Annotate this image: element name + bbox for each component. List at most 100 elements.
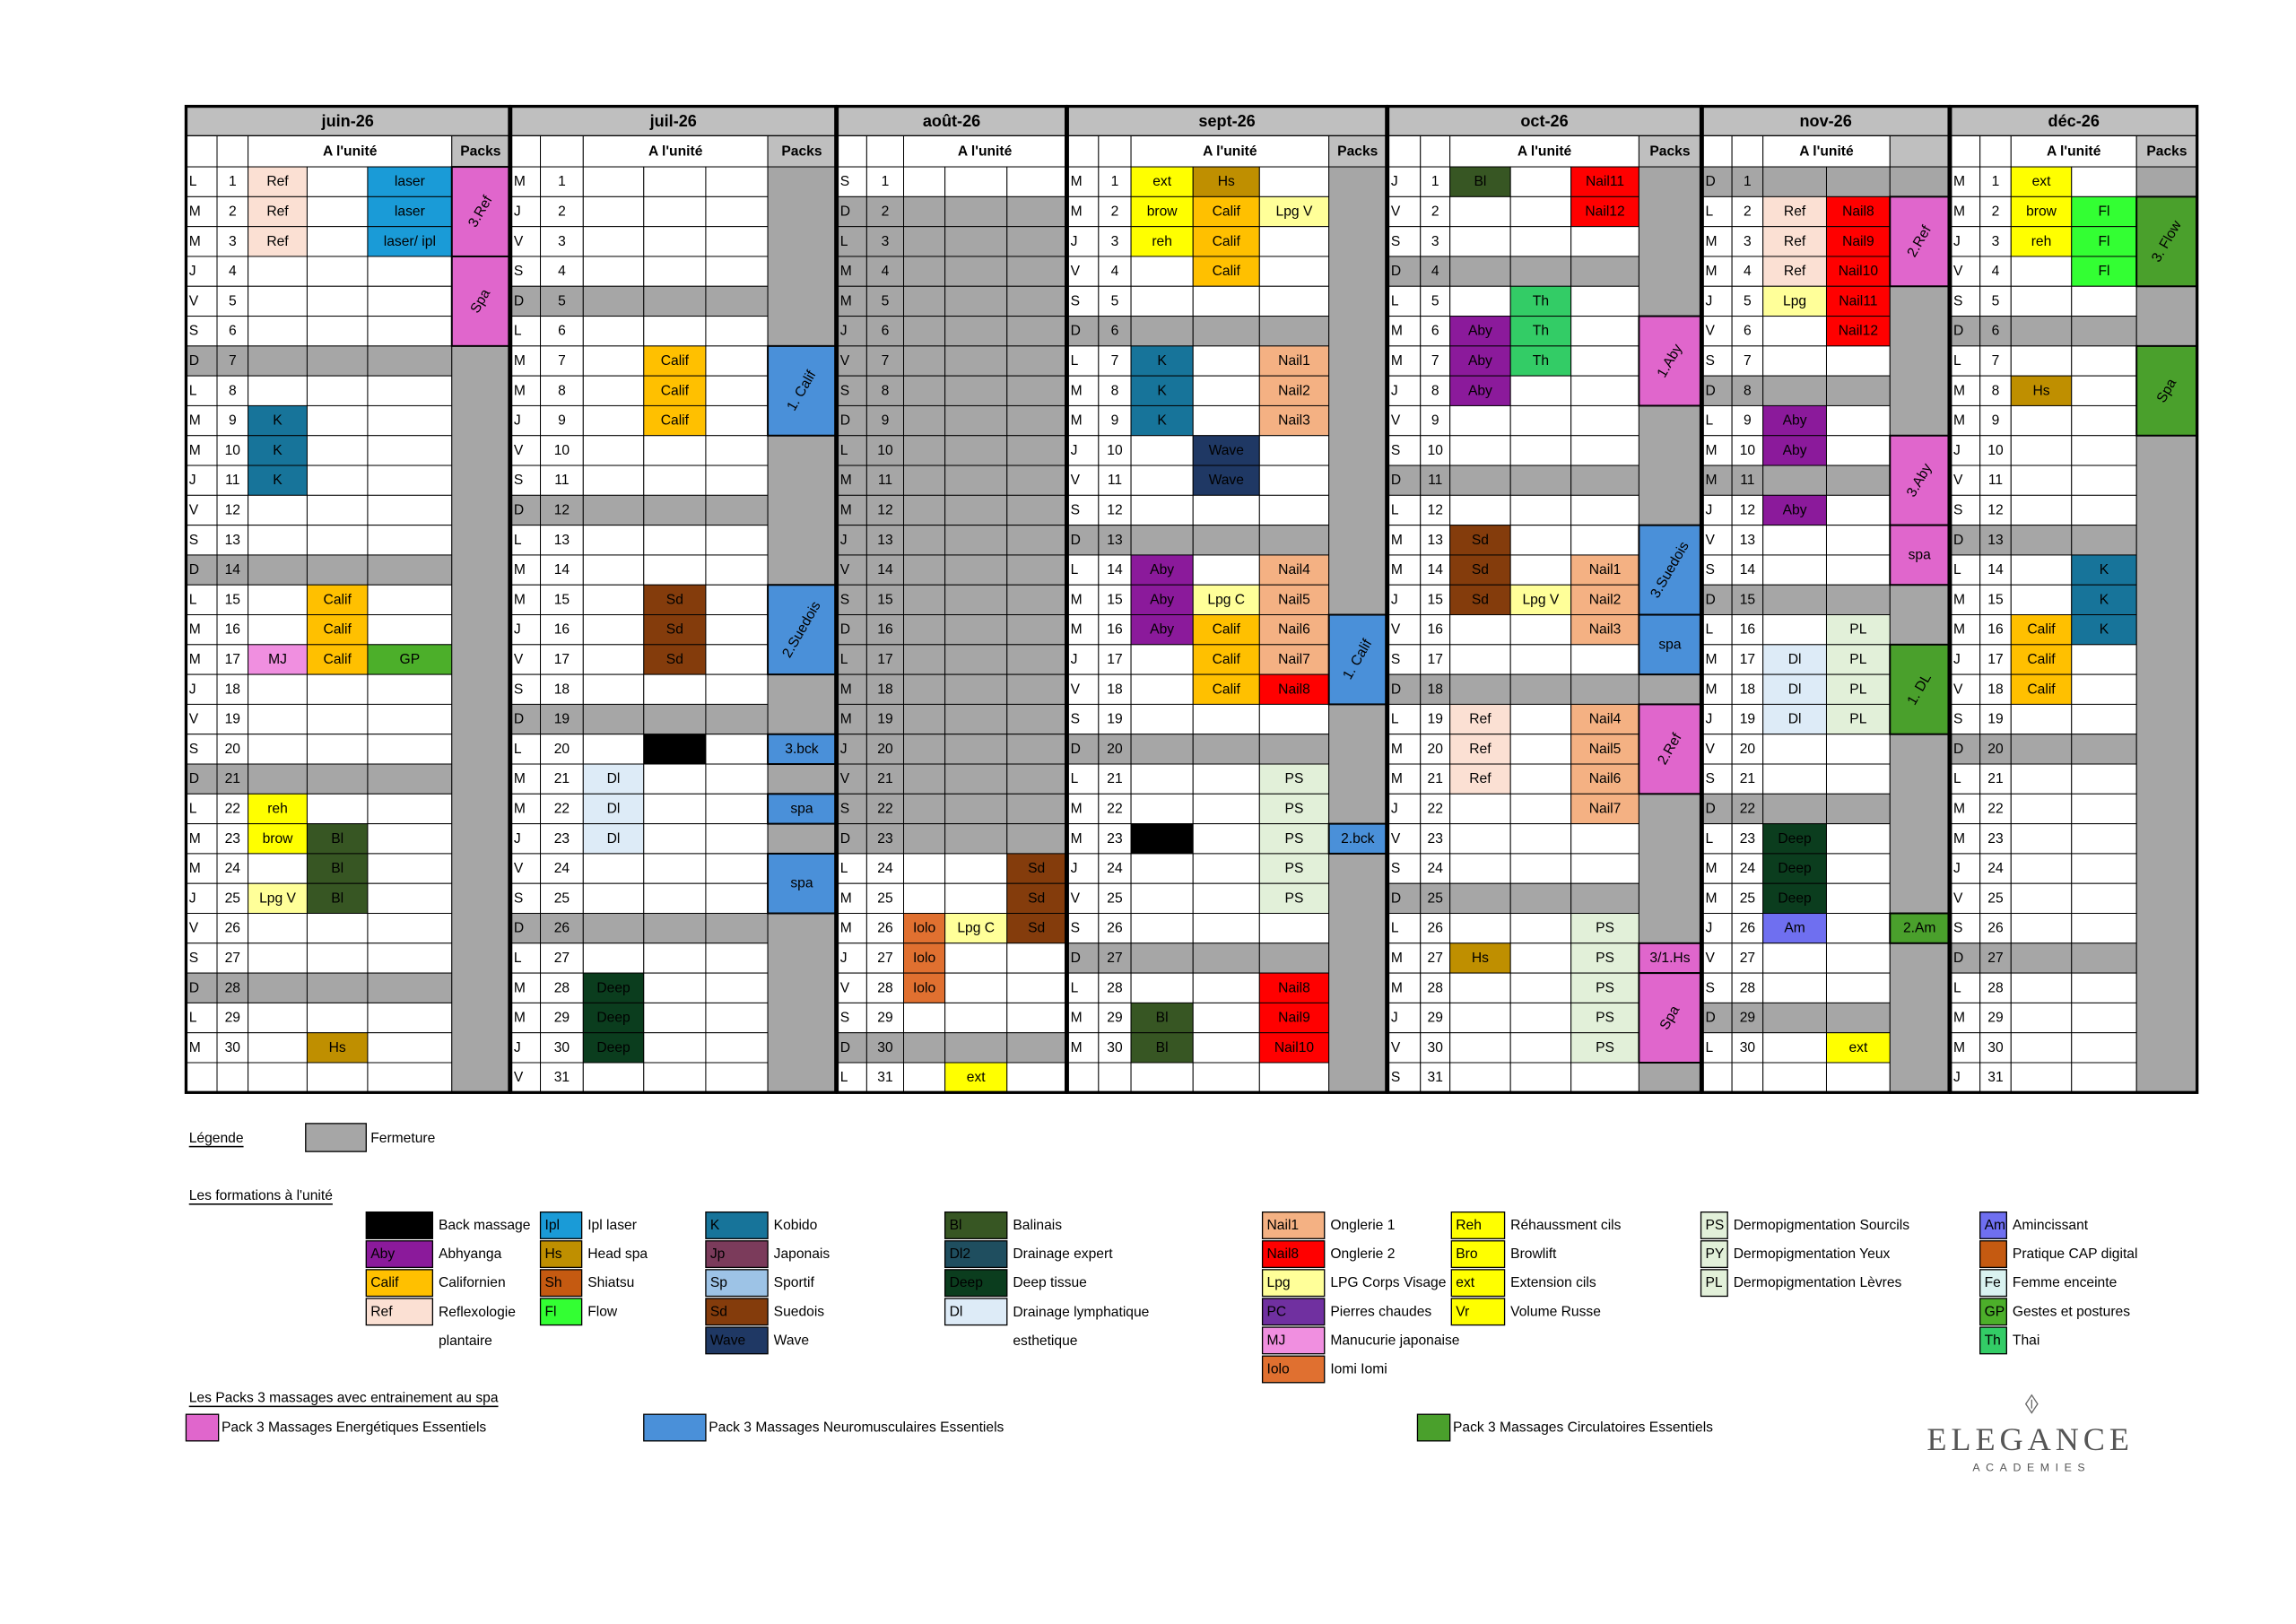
- session-cell: [1192, 404, 1260, 437]
- legend-code: Th: [1985, 1333, 2001, 1348]
- day-cell: [865, 1062, 905, 1093]
- day-number: 21: [554, 771, 570, 786]
- pack-block: [2135, 195, 2198, 288]
- legend-code: Ipl: [544, 1218, 560, 1233]
- session-label: K: [1157, 383, 1167, 398]
- day-number: 11: [1988, 473, 2003, 488]
- day-cell: [1420, 226, 1451, 257]
- session-label: Nail10: [1839, 264, 1879, 279]
- session-cell: [1449, 1062, 1511, 1093]
- legend-code: GP: [1985, 1304, 2005, 1319]
- legend-label: Réhaussment cils: [1510, 1218, 1622, 1233]
- legend-label: Flow: [587, 1304, 618, 1319]
- packs-header-label: Packs: [781, 143, 822, 159]
- day-number: 26: [877, 921, 892, 936]
- day-number: 21: [877, 771, 892, 786]
- session-cell: [944, 882, 1008, 915]
- session-cell: [1192, 853, 1260, 884]
- session-cell: [1192, 823, 1260, 855]
- subheader-cell: [1130, 135, 1330, 168]
- session-cell: [1130, 703, 1194, 735]
- day-number: 14: [1107, 562, 1123, 578]
- day-cell: [1731, 942, 1764, 974]
- weekday: J: [1391, 1011, 1398, 1026]
- session-cell: [582, 345, 645, 377]
- unit-header: A l'unité: [323, 143, 378, 159]
- packs-header-label: Packs: [460, 143, 500, 159]
- session-cell: [1509, 1032, 1572, 1064]
- packs-header: [451, 135, 510, 168]
- legend-swatch: [1979, 1269, 2007, 1298]
- session-label: Lpg: [1783, 293, 1806, 308]
- weekday: S: [1391, 443, 1400, 458]
- weekday: D: [840, 1040, 850, 1055]
- weekday: J: [1391, 174, 1398, 189]
- legend-swatch: [1261, 1211, 1326, 1239]
- session-cell: [2010, 166, 2073, 197]
- pack-block: [1889, 912, 1951, 944]
- session-cell: [903, 584, 946, 616]
- weekday: L: [189, 383, 197, 398]
- weekday: J: [1705, 921, 1712, 936]
- legend-label: Ipl laser: [587, 1218, 637, 1233]
- legend-swatch: [1979, 1240, 2007, 1269]
- legend-swatch: [705, 1326, 769, 1355]
- session-cell: [1258, 942, 1330, 974]
- session-cell: [582, 853, 645, 884]
- weekday: J: [1953, 652, 1961, 667]
- session-cell: [582, 882, 645, 915]
- session-cell: [1449, 793, 1511, 825]
- day-cell: [1066, 793, 1100, 825]
- day-number: 26: [1428, 921, 1443, 936]
- session-cell: [1192, 763, 1260, 795]
- weekday: V: [1953, 682, 1963, 697]
- session-cell: [1509, 853, 1572, 884]
- day-number: 8: [1992, 383, 2000, 398]
- day-cell: [1701, 584, 1733, 616]
- session-label: Iolo: [913, 951, 936, 966]
- weekday: D: [1705, 801, 1715, 816]
- weekday: M: [1071, 1011, 1083, 1026]
- day-number: 28: [225, 980, 241, 995]
- session-label: Aby: [1783, 502, 1807, 517]
- session-cell: [1258, 525, 1330, 556]
- session-cell: [1570, 465, 1639, 496]
- day-cell: [510, 1002, 542, 1034]
- session-label: Nail2: [1278, 383, 1310, 398]
- session-label: Aby: [1468, 324, 1492, 339]
- weekday: D: [1705, 592, 1715, 607]
- weekday: D: [1071, 533, 1081, 548]
- session-cell: [306, 494, 369, 526]
- day-cell: [1387, 853, 1422, 884]
- session-cell: [2071, 435, 2137, 466]
- day-cell: [1701, 673, 1733, 705]
- session-cell: [1006, 853, 1067, 884]
- session-cell: [705, 256, 769, 287]
- day-cell: [216, 195, 249, 228]
- session-cell: [1570, 823, 1639, 855]
- day-cell: [836, 703, 867, 735]
- session-label: brow: [2026, 204, 2057, 220]
- session-cell: [1192, 256, 1260, 287]
- legend-label: Back massage: [439, 1218, 530, 1233]
- weekday: L: [1953, 771, 1961, 786]
- session-cell: [1006, 1032, 1067, 1064]
- weekday: D: [1953, 324, 1963, 339]
- session-label: brow: [1147, 204, 1178, 220]
- session-label: Deep: [1778, 890, 1812, 906]
- weekday: D: [189, 771, 199, 786]
- session-cell: [643, 1032, 707, 1064]
- session-cell: [1825, 584, 1891, 616]
- day-cell: [185, 853, 218, 884]
- session-cell: [944, 734, 1008, 765]
- weekday: V: [1705, 533, 1715, 548]
- legend-swatch: [1450, 1269, 1506, 1298]
- session-cell: [1130, 644, 1194, 675]
- session-cell: [1509, 375, 1572, 406]
- weekday: J: [189, 682, 196, 697]
- legend-code: PC: [1267, 1304, 1287, 1319]
- day-cell: [865, 823, 905, 855]
- day-cell: [1066, 166, 1100, 197]
- day-number: 6: [229, 324, 237, 339]
- session-cell: [1258, 316, 1330, 347]
